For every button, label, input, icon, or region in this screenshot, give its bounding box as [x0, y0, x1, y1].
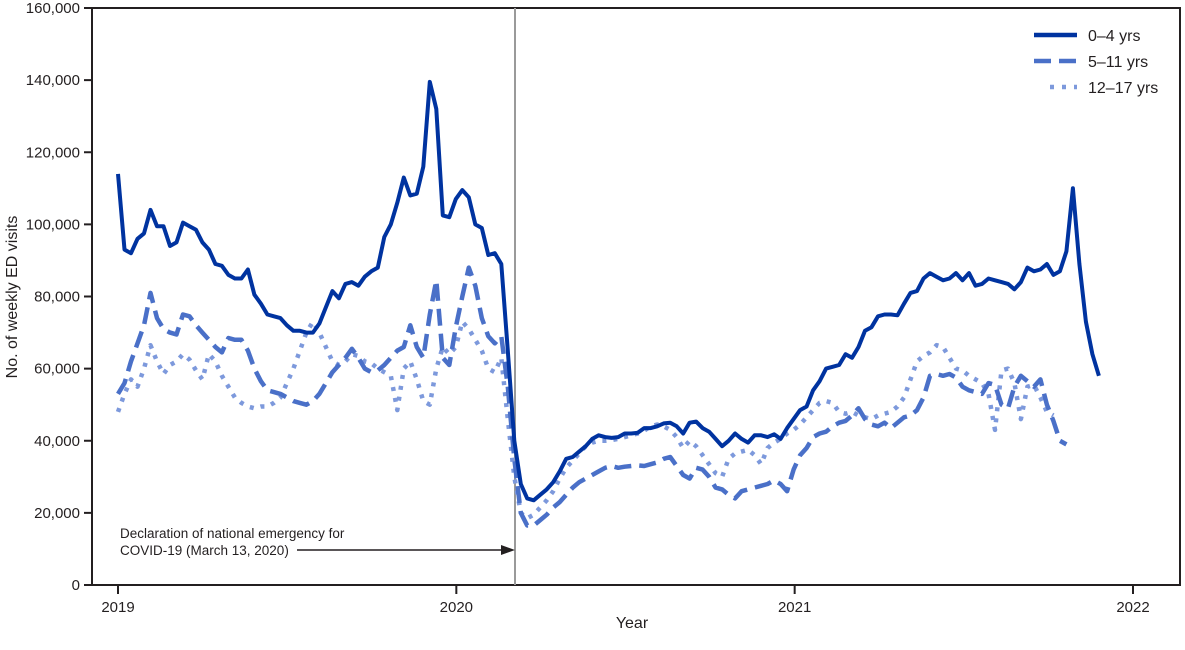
y-tick-label: 120,000 [26, 144, 80, 161]
x-tick-label: 2020 [440, 599, 473, 616]
series-line-12-17 [115, 319, 1055, 521]
x-tick-label: 2021 [778, 599, 811, 616]
y-tick-label: 140,000 [26, 72, 80, 89]
series-line-0-4 [116, 79, 1101, 503]
y-axis-title: No. of weekly ED visits [4, 216, 21, 379]
annotation-line2: COVID-19 (March 13, 2020) [120, 543, 289, 558]
y-tick-label: 160,000 [26, 0, 80, 17]
x-axis: 2019 2020 2021 2022 [101, 585, 1150, 616]
annotation-line1: Declaration of national emergency for [120, 526, 345, 541]
series-line-5-11 [116, 265, 1068, 528]
legend: 0–4 yrs 5–11 yrs 12–17 yrs [1034, 28, 1158, 97]
y-tick-label: 100,000 [26, 216, 80, 233]
x-axis-title: Year [616, 615, 649, 632]
legend-label-0-4: 0–4 yrs [1088, 28, 1140, 45]
y-axis: 0 20,000 40,000 60,000 80,000 100,000 120,000 1… [26, 0, 92, 594]
y-tick-label: 80,000 [34, 289, 80, 306]
annotation-arrow-icon [297, 545, 515, 555]
plot-frame [91, 7, 1181, 586]
legend-label-5-11: 5–11 yrs [1088, 54, 1148, 71]
y-tick-label: 60,000 [34, 361, 80, 378]
series-group [115, 79, 1101, 528]
x-tick-label: 2022 [1116, 599, 1149, 616]
legend-label-12-17: 12–17 yrs [1088, 80, 1158, 97]
y-tick-label: 40,000 [34, 433, 80, 450]
y-tick-label: 0 [72, 577, 80, 594]
x-tick-label: 2019 [101, 599, 134, 616]
y-tick-label: 20,000 [34, 505, 80, 522]
